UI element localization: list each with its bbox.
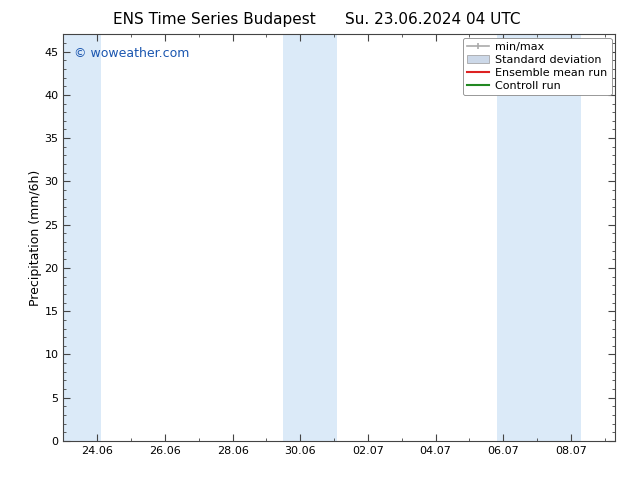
Legend: min/max, Standard deviation, Ensemble mean run, Controll run: min/max, Standard deviation, Ensemble me…	[463, 38, 612, 95]
Text: ENS Time Series Budapest      Su. 23.06.2024 04 UTC: ENS Time Series Budapest Su. 23.06.2024 …	[113, 12, 521, 27]
Bar	[63, 34, 101, 441]
Y-axis label: Precipitation (mm/6h): Precipitation (mm/6h)	[29, 170, 42, 306]
Bar	[496, 34, 581, 441]
Text: © woweather.com: © woweather.com	[74, 47, 190, 59]
Bar	[283, 34, 337, 441]
